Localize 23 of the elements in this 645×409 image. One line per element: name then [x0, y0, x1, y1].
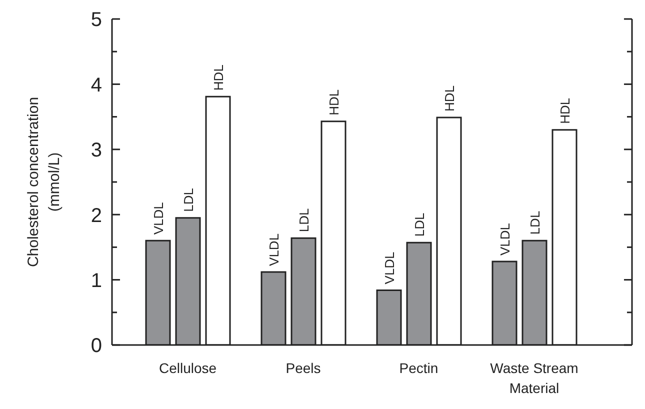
y-tick-label: 3	[90, 140, 102, 162]
text: VLDL	[151, 202, 166, 235]
text: VLDL	[382, 252, 397, 284]
text: VLDL	[266, 233, 282, 266]
text: HDL	[442, 85, 457, 112]
text: LDL	[296, 208, 312, 232]
y-tick-label: 0	[90, 335, 102, 358]
x-tick-label: Waste Stream Material	[490, 360, 578, 396]
text: LDL	[181, 188, 196, 212]
text: HDL	[211, 64, 226, 91]
text: LDL	[528, 210, 542, 235]
y-axis-title: Cholesterol concentration (mmol/L)	[25, 96, 63, 268]
x-tick-label: Peels	[286, 360, 321, 376]
text: HDL	[326, 89, 342, 116]
y-tick-label: 1	[90, 270, 102, 292]
y-tick-label: 4	[90, 74, 102, 96]
y-tick-label: 2	[90, 204, 102, 227]
text: HDL	[558, 98, 572, 124]
text: LDL	[412, 212, 427, 237]
y-tick-label: 5	[90, 9, 102, 32]
x-tick-label: Cellulose	[158, 360, 217, 376]
text: VLDL	[498, 223, 512, 256]
x-tick-label: Pectin	[399, 360, 438, 376]
